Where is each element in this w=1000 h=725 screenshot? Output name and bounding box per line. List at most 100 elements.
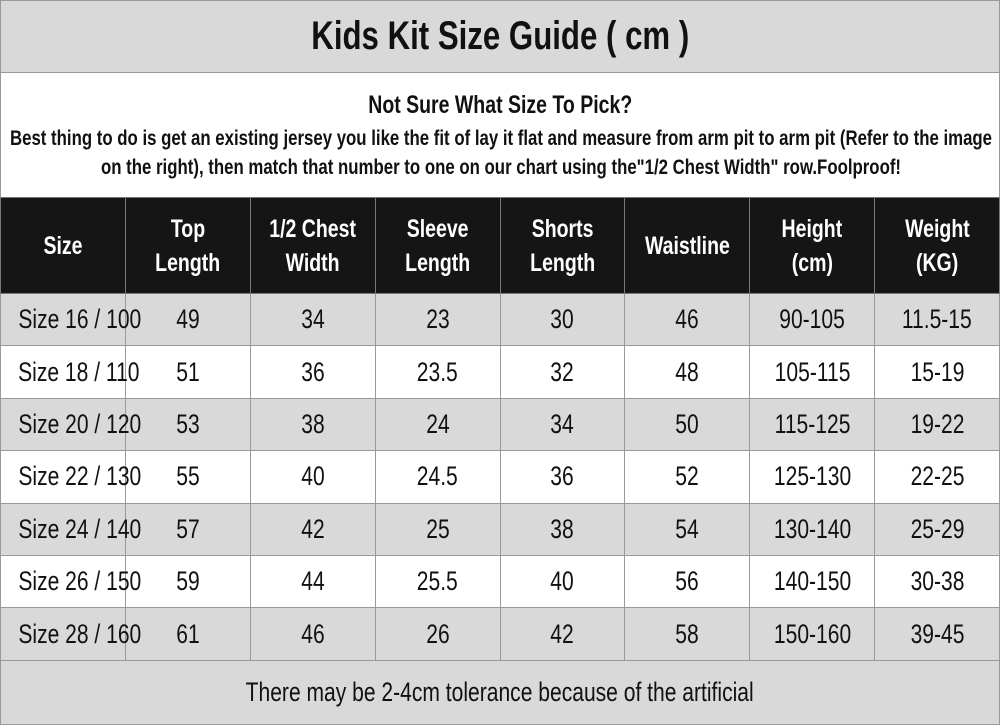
cell-text: 25.5 xyxy=(417,566,459,597)
cell-text: 38 xyxy=(300,408,325,439)
table-cell: 125-130 xyxy=(749,450,876,504)
cell-text: 24.5 xyxy=(417,461,459,492)
page-title: Kids Kit Size Guide ( cm ) xyxy=(0,0,1000,73)
cell-text: 42 xyxy=(550,618,575,649)
table-cell: 15-19 xyxy=(874,345,1000,399)
cell-text: 40 xyxy=(550,566,575,597)
table-row: Size 22 / 130 55 40 24.5 36 52 125-130 22-25 xyxy=(0,450,1000,504)
cell-text: 11.5-15 xyxy=(902,304,972,335)
cell-text: Size 24 / 140 xyxy=(18,513,142,544)
cell-text: 125-130 xyxy=(773,461,851,492)
table-cell: 61 xyxy=(124,607,251,661)
cell-text: 56 xyxy=(675,566,700,597)
column-header: Waistline xyxy=(624,197,751,294)
cell-text: 25 xyxy=(425,513,450,544)
table-cell: 34 xyxy=(499,397,626,452)
table-cell: 25-29 xyxy=(874,502,1000,556)
cell-text: 36 xyxy=(300,356,325,387)
column-header: Shorts Length xyxy=(499,197,626,294)
table-cell: 54 xyxy=(624,502,751,556)
table-cell: Size 26 / 150 xyxy=(0,554,141,609)
table-cell: 105-115 xyxy=(749,345,876,399)
table-cell: 11.5-15 xyxy=(874,292,1000,347)
table-cell: Size 18 / 110 xyxy=(0,345,139,399)
table-cell: 38 xyxy=(249,397,376,452)
cell-text: 53 xyxy=(176,408,200,439)
table-cell: Size 16 / 100 xyxy=(0,292,141,347)
cell-text: 48 xyxy=(675,356,700,387)
intro-heading: Not Sure What Size To Pick? xyxy=(367,91,633,119)
table-cell: 150-160 xyxy=(749,607,876,661)
table-cell: Size 20 / 120 xyxy=(0,397,141,452)
cell-text: Size 28 / 160 xyxy=(18,618,142,649)
table-cell: 59 xyxy=(124,554,251,609)
cell-text: 55 xyxy=(176,461,200,492)
cell-text: 30-38 xyxy=(910,566,964,597)
table-row: Size 18 / 110 51 36 23.5 32 48 105-115 15-19 xyxy=(0,345,1000,399)
header-text: 1/2 Chest xyxy=(269,214,357,243)
cell-text: 105-115 xyxy=(774,356,851,387)
cell-text: 32 xyxy=(550,356,575,387)
header-text: Height xyxy=(781,214,843,243)
column-header: Weight (KG) xyxy=(874,197,1000,294)
table-cell: 23.5 xyxy=(374,345,501,399)
table-cell: 48 xyxy=(624,345,751,399)
tolerance-note: There may be 2-4cm tolerance because of … xyxy=(0,660,1000,725)
table-cell: 36 xyxy=(249,345,376,399)
table-cell: 50 xyxy=(624,397,751,452)
cell-text: 22-25 xyxy=(910,461,964,492)
table-cell: 46 xyxy=(624,292,751,347)
table-row: Size 26 / 150 59 44 25.5 40 56 140-150 30-38 xyxy=(0,554,1000,609)
cell-text: 34 xyxy=(550,408,575,439)
header-text: Length xyxy=(155,248,221,277)
cell-text: 46 xyxy=(300,618,325,649)
header-row: Size Top Length 1/2 Chest Width Sleeve Length S… xyxy=(0,197,1000,294)
table-cell: 32 xyxy=(499,345,626,399)
table-cell: 51 xyxy=(124,345,251,399)
cell-text: 140-150 xyxy=(773,566,851,597)
size-table: Size Top Length 1/2 Chest Width Sleeve Length S… xyxy=(0,197,1000,661)
table-cell: 39-45 xyxy=(874,607,1000,661)
cell-text: 50 xyxy=(675,408,700,439)
cell-text: 26 xyxy=(425,618,450,649)
cell-text: 25-29 xyxy=(910,513,964,544)
table-cell: 30 xyxy=(499,292,626,347)
cell-text: 24 xyxy=(425,408,450,439)
cell-text: 150-160 xyxy=(773,618,851,649)
cell-text: 61 xyxy=(176,618,200,649)
column-header: Sleeve Length xyxy=(374,197,501,294)
cell-text: Size 16 / 100 xyxy=(18,304,142,335)
table-cell: 30-38 xyxy=(874,554,1000,609)
column-header: Top Length xyxy=(124,197,251,294)
cell-text: 130-140 xyxy=(773,513,851,544)
header-text: Length xyxy=(529,248,595,277)
table-cell: 26 xyxy=(374,607,501,661)
header-text: Width xyxy=(285,248,340,277)
table-cell: 24.5 xyxy=(374,450,501,504)
cell-text: 90-105 xyxy=(779,304,845,335)
cell-text: 19-22 xyxy=(910,408,964,439)
table-cell: 55 xyxy=(124,450,251,504)
cell-text: 42 xyxy=(300,513,325,544)
header-text: Weight xyxy=(904,214,970,243)
table-row: Size 24 / 140 57 42 25 38 54 130-140 25-29 xyxy=(0,502,1000,556)
cell-text: 59 xyxy=(176,566,200,597)
table-cell: 56 xyxy=(624,554,751,609)
intro-text: Best thing to do is get an existing jers… xyxy=(9,127,993,179)
table-row: Size 20 / 120 53 38 24 34 50 115-125 19-22 xyxy=(0,397,1000,452)
cell-text: 54 xyxy=(675,513,700,544)
table-cell: 40 xyxy=(249,450,376,504)
table-cell: 90-105 xyxy=(749,292,876,347)
table-cell: 46 xyxy=(249,607,376,661)
table-cell: 42 xyxy=(249,502,376,556)
table-cell: 38 xyxy=(499,502,626,556)
table-cell: 34 xyxy=(249,292,376,347)
cell-text: Size 22 / 130 xyxy=(18,461,142,492)
table-cell: 36 xyxy=(499,450,626,504)
cell-text: 46 xyxy=(675,304,700,335)
cell-text: 44 xyxy=(300,566,325,597)
cell-text: 23 xyxy=(425,304,450,335)
table-cell: Size 24 / 140 xyxy=(0,502,141,556)
header-text: (KG) xyxy=(915,248,959,277)
table-cell: 25.5 xyxy=(374,554,501,609)
